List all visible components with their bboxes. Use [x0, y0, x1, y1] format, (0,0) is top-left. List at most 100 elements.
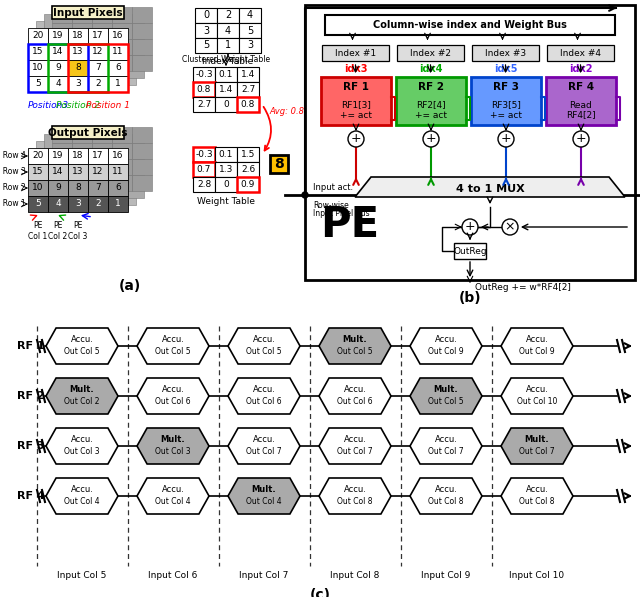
Bar [52, 143, 72, 159]
Text: Accu.: Accu. [253, 336, 275, 344]
Text: 4: 4 [247, 11, 253, 20]
Bar [68, 196, 88, 212]
FancyArrowPatch shape [264, 107, 271, 150]
Text: 0.1: 0.1 [219, 150, 233, 159]
Polygon shape [319, 428, 391, 464]
Bar [96, 141, 116, 157]
Circle shape [573, 131, 589, 147]
Bar [472, 45, 539, 61]
Bar [76, 37, 96, 53]
Bar [396, 77, 466, 125]
Bar [96, 37, 116, 53]
Bar [92, 159, 112, 175]
Polygon shape [228, 478, 300, 514]
Bar [116, 141, 136, 157]
Bar [124, 46, 144, 62]
Bar [88, 164, 108, 180]
Text: PE Row 4: PE Row 4 [0, 152, 26, 161]
Bar [56, 37, 76, 53]
Text: 15: 15 [32, 168, 44, 177]
Bar [397, 45, 464, 61]
Text: Input Pixel Bus: Input Pixel Bus [313, 210, 370, 219]
Bar [72, 159, 92, 175]
Text: PE Row 1: PE Row 1 [0, 199, 26, 208]
Text: 2.6: 2.6 [241, 165, 255, 174]
Bar [237, 162, 259, 177]
Text: 16: 16 [112, 152, 124, 161]
Bar [104, 62, 124, 78]
Bar [64, 166, 84, 182]
Bar [72, 175, 92, 191]
Bar [44, 134, 64, 150]
Text: 2: 2 [225, 11, 231, 20]
Text: idx3: idx3 [344, 64, 367, 74]
Text: Accu.: Accu. [435, 485, 458, 494]
Bar [193, 147, 215, 162]
Text: 4: 4 [55, 79, 61, 88]
Polygon shape [410, 378, 482, 414]
Bar [72, 23, 92, 39]
Text: Out Col 6: Out Col 6 [337, 398, 373, 407]
Bar [84, 134, 104, 150]
Bar [84, 46, 104, 62]
Text: Out Col 4: Out Col 4 [246, 497, 282, 506]
Text: Out Col 4: Out Col 4 [155, 497, 191, 506]
Text: 8: 8 [274, 157, 284, 171]
Bar [116, 21, 136, 37]
Text: += act: += act [490, 110, 522, 119]
Text: 12: 12 [92, 48, 104, 57]
Text: Accu.: Accu. [161, 485, 184, 494]
Bar [88, 60, 108, 76]
Text: 20: 20 [32, 32, 44, 41]
Bar [104, 182, 124, 198]
Bar [68, 44, 128, 92]
Bar [116, 157, 136, 173]
Text: 1.4: 1.4 [219, 85, 233, 94]
Bar [112, 39, 132, 55]
Text: Input Col 7: Input Col 7 [239, 571, 289, 580]
Text: Out Col 5: Out Col 5 [155, 347, 191, 356]
Bar [132, 23, 152, 39]
Bar [88, 148, 108, 164]
Text: += act: += act [415, 110, 447, 119]
Bar [28, 164, 48, 180]
Text: 0.9: 0.9 [241, 180, 255, 189]
Bar [124, 150, 144, 166]
Bar [52, 127, 72, 143]
Text: 19: 19 [52, 152, 64, 161]
Text: RF 4: RF 4 [17, 491, 45, 501]
Bar [132, 175, 152, 191]
Bar [193, 177, 215, 192]
Text: 5: 5 [247, 26, 253, 35]
Circle shape [498, 131, 514, 147]
Text: Accu.: Accu. [253, 435, 275, 445]
Bar [52, 6, 124, 19]
Bar [195, 23, 217, 38]
Bar [215, 177, 237, 192]
Text: RF 2: RF 2 [17, 391, 45, 401]
Bar [28, 196, 48, 212]
Bar [124, 14, 144, 30]
Text: 1: 1 [225, 41, 231, 51]
Bar [88, 180, 108, 196]
Text: Out Col 5: Out Col 5 [64, 347, 100, 356]
Text: Out Col 8: Out Col 8 [519, 497, 555, 506]
Bar [28, 148, 48, 164]
Bar [28, 60, 48, 76]
Text: RF 3: RF 3 [17, 441, 45, 451]
Text: 9: 9 [55, 183, 61, 192]
Text: Out Col 8: Out Col 8 [428, 497, 464, 506]
Bar [48, 28, 68, 44]
Polygon shape [319, 328, 391, 364]
Polygon shape [501, 428, 573, 464]
Text: 4 to 1 MUX: 4 to 1 MUX [456, 184, 524, 194]
Text: Index #3: Index #3 [485, 48, 526, 57]
Bar [48, 76, 68, 92]
Bar [239, 8, 261, 23]
Bar [56, 53, 76, 69]
Bar [108, 44, 128, 60]
Text: PE
Col 1: PE Col 1 [28, 221, 47, 241]
Polygon shape [46, 328, 118, 364]
Bar [76, 21, 96, 37]
Text: Accu.: Accu. [525, 336, 548, 344]
